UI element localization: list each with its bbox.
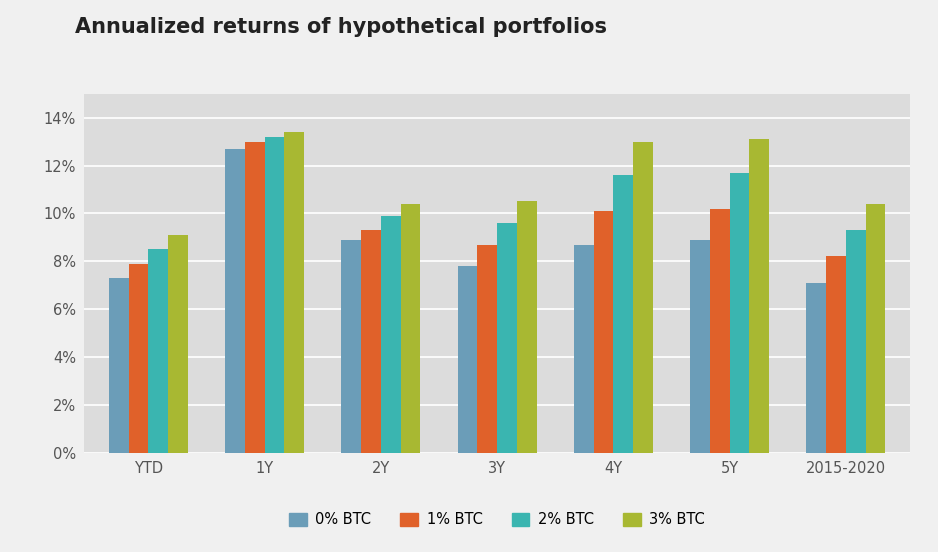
Bar (574, 245, 594, 453)
Bar (497, 223, 517, 453)
Bar (633, 142, 653, 453)
Bar (730, 173, 749, 453)
Bar (690, 240, 710, 453)
Bar (265, 137, 284, 453)
Bar (401, 204, 420, 453)
Bar (613, 175, 633, 453)
Bar (341, 240, 361, 453)
Bar (168, 235, 188, 453)
Bar (361, 230, 381, 453)
Bar (225, 149, 245, 453)
Bar (594, 211, 613, 453)
Bar (517, 201, 537, 453)
Legend: 0% BTC, 1% BTC, 2% BTC, 3% BTC: 0% BTC, 1% BTC, 2% BTC, 3% BTC (283, 507, 711, 533)
Bar (807, 283, 826, 453)
Bar (129, 264, 148, 453)
Bar (710, 209, 730, 453)
Bar (381, 216, 401, 453)
Bar (846, 230, 866, 453)
Bar (109, 278, 129, 453)
Bar (826, 257, 846, 453)
Text: Annualized returns of hypothetical portfolios: Annualized returns of hypothetical portf… (75, 17, 607, 36)
Bar (477, 245, 497, 453)
Bar (749, 139, 769, 453)
Bar (866, 204, 885, 453)
Bar (245, 142, 265, 453)
Bar (148, 250, 168, 453)
Bar (284, 132, 304, 453)
Bar (458, 266, 477, 453)
